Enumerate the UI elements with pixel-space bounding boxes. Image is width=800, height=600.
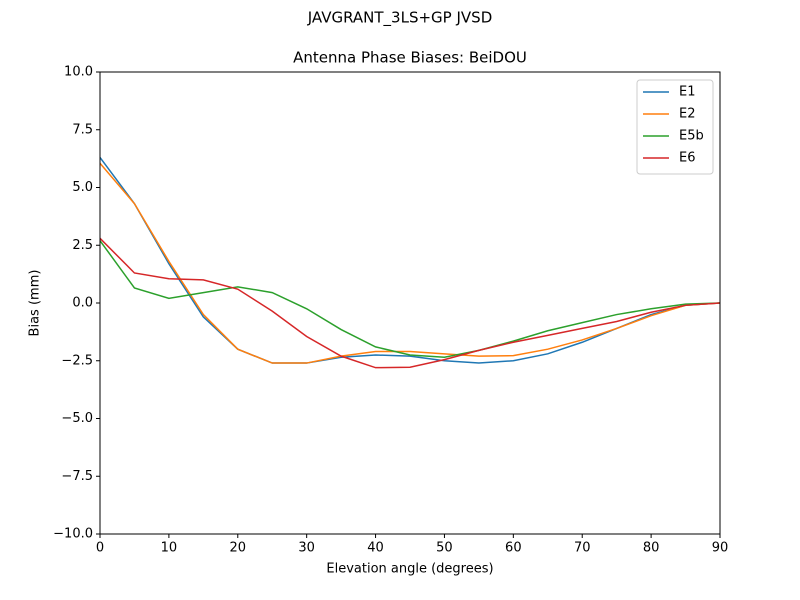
x-tick-label: 10	[161, 541, 178, 556]
y-tick-label: 0.0	[72, 296, 93, 311]
y-tick-label: −5.0	[61, 411, 93, 426]
series-line	[99, 157, 721, 364]
x-tick-label: 30	[298, 541, 315, 556]
x-tick-label: 50	[436, 541, 453, 556]
y-tick-label: 7.5	[72, 122, 93, 137]
legend-label: E1	[679, 85, 696, 100]
x-axis-label: Elevation angle (degrees)	[326, 562, 493, 577]
legend-label: E2	[679, 107, 696, 122]
x-tick-label: 90	[712, 541, 729, 556]
series-line	[99, 162, 721, 364]
series-line	[99, 237, 721, 369]
y-axis-label: Bias (mm)	[28, 270, 43, 337]
legend-label: E6	[679, 151, 696, 166]
y-tick-label: −7.5	[61, 469, 93, 484]
plot-frame	[99, 71, 721, 535]
series-line	[99, 240, 721, 359]
y-tick-label: −2.5	[61, 353, 93, 368]
y-tick-label: 10.0	[64, 65, 93, 80]
legend-box	[636, 79, 714, 175]
y-tick-label: −10.0	[53, 527, 93, 542]
suptitle: JAVGRANT_3LS+GP JVSD	[307, 9, 493, 28]
legend-label: E5b	[679, 129, 704, 144]
y-tick-label: 2.5	[72, 238, 93, 253]
chart-title: Antenna Phase Biases: BeiDOU	[293, 49, 527, 67]
x-tick-label: 70	[574, 541, 591, 556]
x-tick-label: 80	[643, 541, 660, 556]
x-tick-label: 0	[96, 541, 104, 556]
x-tick-label: 20	[230, 541, 247, 556]
x-tick-label: 40	[367, 541, 384, 556]
x-tick-label: 60	[505, 541, 522, 556]
y-tick-label: 5.0	[72, 180, 93, 195]
